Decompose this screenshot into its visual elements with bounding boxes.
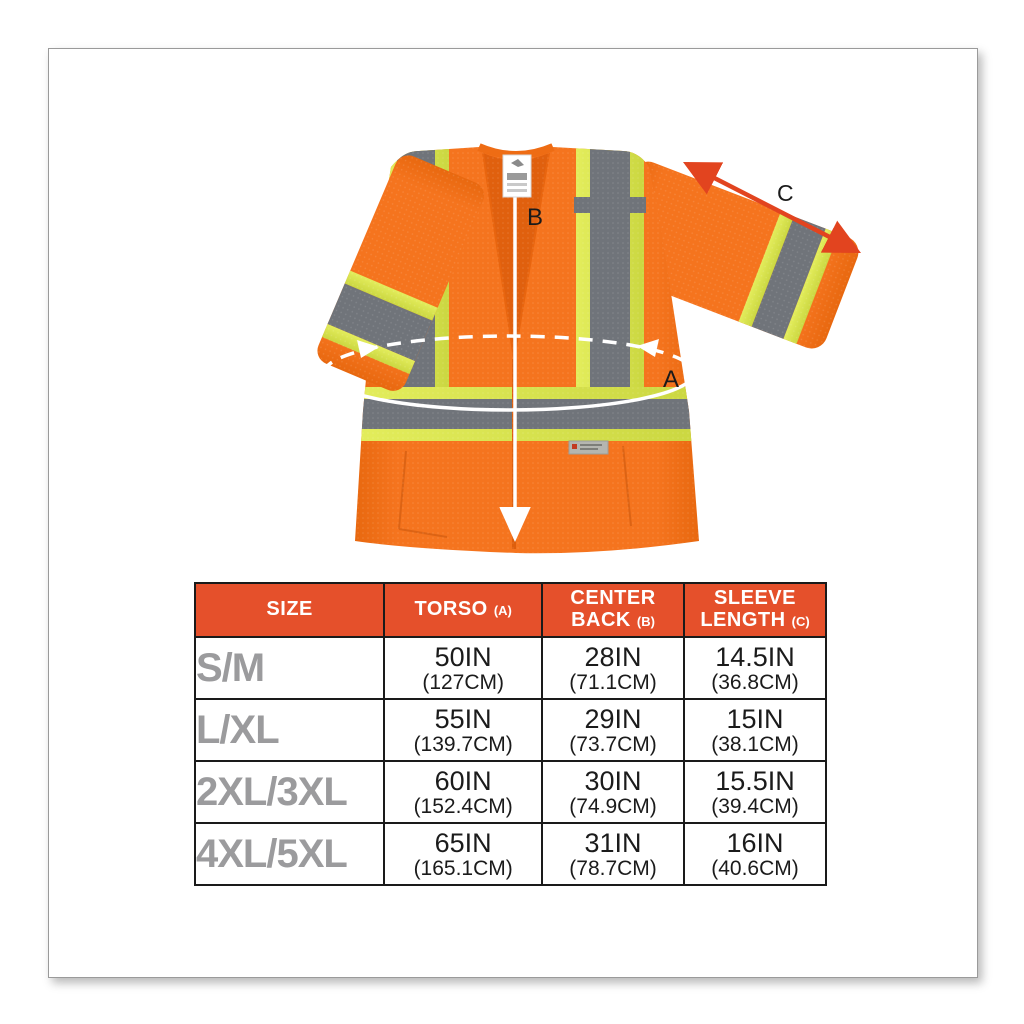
center-back-cell: 31IN (78.7CM) <box>541 822 686 886</box>
size-cell: 2XL/3XL <box>193 760 386 824</box>
center-back-cell: 28IN (71.1CM) <box>541 636 686 700</box>
header-sleeve-length: SLEEVE LENGTH (C) <box>683 582 827 638</box>
torso-cell: 60IN (152.4CM) <box>383 760 544 824</box>
header-center-back: CENTER BACK (B) <box>541 582 686 638</box>
ellipse-arrowhead-right <box>637 339 659 357</box>
brand-logo-icon <box>511 159 524 167</box>
product-image-frame: B A C SIZE <box>48 48 978 978</box>
center-back-label: B <box>527 204 543 231</box>
sleeve-length-cell: 14.5IN (36.8CM) <box>683 636 827 700</box>
sleeve-length-arrow <box>682 161 862 254</box>
header-torso: TORSO (A) <box>383 582 544 638</box>
sleeve-length-cell: 15IN (38.1CM) <box>683 698 827 762</box>
sleeve-length-cell: 15.5IN (39.4CM) <box>683 760 827 824</box>
size-row-2xl3xl: 2XL/3XL 60IN (152.4CM) 30IN (74.9CM) 15.… <box>193 760 827 824</box>
hem-tag <box>568 440 609 455</box>
safety-vest-diagram: B A C <box>317 143 862 554</box>
center-back-cell: 30IN (74.9CM) <box>541 760 686 824</box>
size-row-4xl5xl: 4XL/5XL 65IN (165.1CM) 31IN (78.7CM) 16I… <box>193 822 827 886</box>
left-sleeve <box>317 155 485 391</box>
size-row-sm: S/M 50IN (127CM) 28IN (71.1CM) 14.5IN (3… <box>193 636 827 700</box>
center-back-cell: 29IN (73.7CM) <box>541 698 686 762</box>
size-cell: L/XL <box>193 698 386 762</box>
size-cell: 4XL/5XL <box>193 822 386 886</box>
torso-ellipse <box>322 334 696 412</box>
torso-cell: 65IN (165.1CM) <box>383 822 544 886</box>
size-cell: S/M <box>193 636 386 700</box>
header-size: SIZE <box>193 582 386 638</box>
torso-label: A <box>663 366 679 393</box>
sleeve-length-label: C <box>777 180 794 206</box>
ellipse-arrowhead-left <box>357 340 379 358</box>
collar <box>477 143 555 159</box>
torso-cell: 55IN (139.7CM) <box>383 698 544 762</box>
size-row-lxl: L/XL 55IN (139.7CM) 29IN (73.7CM) 15IN (… <box>193 698 827 762</box>
brand-tag <box>502 154 532 198</box>
torso-cell: 50IN (127CM) <box>383 636 544 700</box>
size-chart-table: SIZE TORSO (A) CENTER BACK (B) SLEEVE LE… <box>193 582 827 886</box>
sleeve-length-cell: 16IN (40.6CM) <box>683 822 827 886</box>
size-chart-header-row: SIZE TORSO (A) CENTER BACK (B) SLEEVE LE… <box>193 582 827 638</box>
